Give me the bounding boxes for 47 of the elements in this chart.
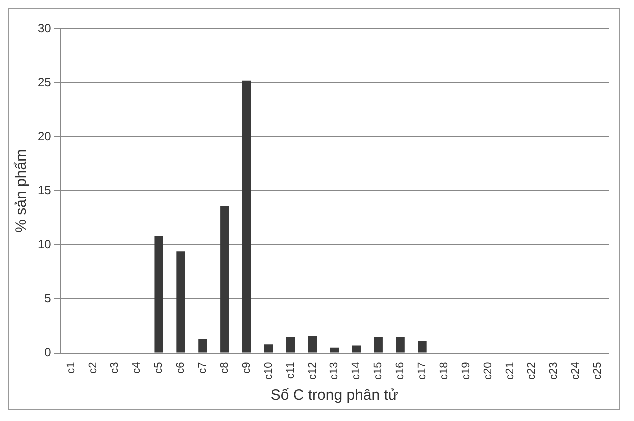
y-tick-label: 0 (44, 346, 52, 360)
x-tick-label: c5 (153, 362, 166, 374)
x-tick-label: c4 (131, 362, 144, 374)
x-tick-label: c11 (284, 362, 297, 380)
y-tick-label: 10 (38, 237, 52, 252)
x-tick-label: c9 (240, 362, 253, 374)
x-tick-label: c16 (394, 362, 407, 380)
bar (286, 337, 296, 353)
y-tick-label: 20 (38, 129, 52, 144)
x-tick-label: c2 (87, 362, 100, 374)
x-tick-label: c21 (504, 362, 516, 380)
x-tick-label: c1 (65, 362, 78, 374)
bar (396, 337, 405, 353)
x-tick-label: c3 (109, 362, 122, 374)
bar (330, 348, 340, 353)
bar (264, 344, 274, 353)
y-axis-title: % sản phẩm (13, 149, 30, 233)
x-tick-label: c14 (350, 362, 363, 380)
bar (374, 337, 383, 353)
bar (308, 336, 318, 353)
x-tick-label: c19 (460, 362, 472, 380)
bar (198, 339, 208, 353)
x-axis-title: Số C trong phân tử (270, 387, 398, 404)
y-tick-label: 5 (44, 292, 52, 306)
x-tick-label: c22 (526, 362, 538, 380)
x-tick-label: c17 (416, 362, 428, 380)
x-tick-label: c10 (262, 362, 275, 380)
x-tick-label: c20 (482, 362, 494, 380)
x-tick-label: c13 (328, 362, 341, 380)
bar (176, 252, 186, 353)
x-tick-label: c18 (438, 362, 450, 380)
x-tick-label: c15 (372, 362, 385, 380)
y-tick-label: 30 (38, 21, 52, 36)
x-tick-label: c25 (592, 362, 604, 380)
bar (352, 346, 362, 353)
y-tick-label: 15 (38, 183, 52, 198)
x-tick-label: c23 (548, 362, 560, 380)
bar (220, 206, 230, 353)
bar (418, 341, 427, 353)
bar (154, 236, 164, 353)
x-tick-label: c6 (175, 362, 188, 374)
bar (242, 80, 252, 353)
y-tick-label: 25 (38, 75, 52, 90)
x-tick-label: c7 (197, 362, 210, 374)
x-tick-label: c24 (570, 362, 582, 380)
x-tick-label: c8 (218, 362, 231, 374)
x-tick-label: c12 (306, 362, 319, 380)
